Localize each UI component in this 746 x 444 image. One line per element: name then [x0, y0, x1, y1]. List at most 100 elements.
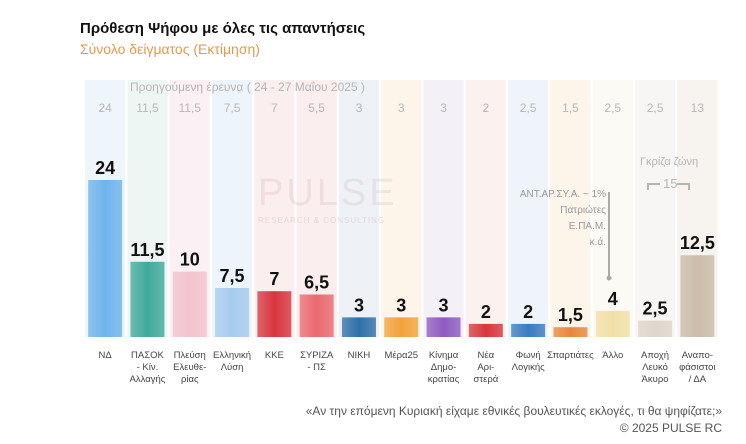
- category-label: Λύση: [221, 362, 244, 373]
- bar: [341, 317, 376, 337]
- previous-value-label: 11,5: [136, 101, 159, 115]
- other-note-dot: [606, 275, 612, 281]
- bar: [511, 323, 546, 337]
- previous-value-label: 3: [398, 101, 405, 115]
- previous-value-label: 13: [691, 101, 705, 115]
- previous-value-label: 11,5: [179, 101, 202, 115]
- value-label: 1,5: [558, 305, 583, 325]
- grey-zone-value: 15: [663, 176, 678, 191]
- bar: [172, 271, 207, 337]
- value-label: 3: [439, 295, 449, 315]
- column-background: [465, 80, 506, 337]
- category-label: ΝΙΚΗ: [348, 350, 371, 361]
- value-label: 10: [180, 250, 200, 270]
- value-label: 4: [608, 289, 618, 309]
- category-label: Δημο-: [431, 362, 457, 373]
- bar: [88, 180, 123, 337]
- copyright: © 2025 PULSE RC: [619, 421, 722, 435]
- column-background: [634, 80, 676, 337]
- value-label: 3: [396, 295, 406, 315]
- value-label: 12,5: [680, 233, 715, 253]
- other-note-line: κ.ά.: [589, 237, 606, 248]
- previous-value-label: 1,5: [562, 101, 579, 115]
- bar: [595, 310, 630, 337]
- bar: [215, 287, 250, 337]
- bar: [638, 320, 673, 337]
- previous-value-label: 2,5: [647, 101, 664, 115]
- value-label: 11,5: [130, 240, 164, 260]
- pulse-watermark-tagline: RESEARCH & CONSULTING: [258, 216, 386, 225]
- bar: [680, 255, 715, 337]
- category-label: / ΔΑ: [689, 374, 707, 385]
- category-label: Πλεύση: [174, 350, 206, 361]
- column-background: [296, 80, 337, 337]
- category-label: ΣΥΡΙΖΑ: [300, 350, 334, 361]
- grey-zone-bracket: [647, 183, 690, 190]
- bar: [553, 327, 588, 337]
- category-label: Ελευθε-: [173, 362, 206, 373]
- previous-value-label: 2,5: [604, 101, 621, 115]
- bar: [130, 261, 165, 337]
- value-label: 2,5: [643, 299, 668, 319]
- category-label: ΠΑΣΟΚ: [131, 350, 164, 361]
- category-label: Φωνή: [516, 350, 541, 361]
- previous-value-label: 3: [356, 101, 363, 115]
- chart-subtitle: Σύνολο δείγματος (Εκτίμηση): [80, 41, 260, 57]
- category-label: φάσιστοι: [679, 362, 716, 373]
- previous-value-label: 2: [483, 101, 490, 115]
- value-label: 7,5: [220, 266, 245, 286]
- previous-value-label: 5,5: [308, 101, 325, 115]
- value-label: 2: [481, 302, 491, 322]
- value-label: 24: [95, 158, 115, 178]
- other-note-line: Πατριώτες: [560, 205, 606, 216]
- column-background: [381, 80, 422, 337]
- category-label: Αλλαγής: [130, 374, 166, 385]
- pulse-watermark: PULSE: [258, 172, 398, 214]
- bar: [468, 323, 503, 337]
- category-label: - Κίν.: [137, 362, 159, 373]
- column-background: [550, 80, 591, 337]
- category-label: ΚΚΕ: [265, 350, 284, 361]
- value-label: 3: [354, 295, 364, 315]
- category-label: Άλλο: [602, 350, 623, 361]
- category-label: Ελληνική: [213, 350, 251, 361]
- category-label: κρατίας: [428, 374, 460, 385]
- category-label: Άκυρο: [642, 374, 669, 385]
- other-note-line: ΑΝΤ.ΑΡ.ΣΥ.Α. ~ 1%: [519, 189, 606, 200]
- column-background: [508, 80, 549, 337]
- previous-value-label: 24: [98, 101, 112, 115]
- previous-value-label: 3: [440, 101, 447, 115]
- category-label: Αρι-: [477, 362, 494, 373]
- category-label: Νέα: [478, 350, 495, 361]
- other-note-line: Ε.ΠΑ.Μ.: [568, 221, 606, 232]
- value-label: 2: [523, 302, 533, 322]
- category-label: Μέρα25: [384, 350, 418, 361]
- previous-value-label: 2,5: [520, 101, 537, 115]
- previous-value-label: 7,5: [224, 101, 241, 115]
- category-label: ΝΔ: [99, 350, 113, 361]
- column-background: [592, 80, 633, 337]
- survey-question: «Αν την επόμενη Κυριακή είχαμε εθνικές β…: [305, 404, 722, 418]
- category-label: - ΠΣ: [307, 362, 326, 373]
- category-label: Αναπο-: [682, 350, 713, 361]
- column-background: [423, 80, 464, 337]
- category-label: Αποχή: [641, 350, 669, 361]
- previous-value-label: 7: [271, 101, 278, 115]
- chart-title: Πρόθεση Ψήφου με όλες τις απαντήσεις: [80, 20, 366, 37]
- bar: [299, 294, 334, 337]
- category-label: Λευκό: [642, 362, 668, 373]
- category-label: Σπαρτιάτες: [547, 350, 594, 361]
- value-label: 7: [269, 269, 279, 289]
- category-label: ρίας: [181, 374, 199, 385]
- column-background: [338, 80, 380, 337]
- category-label: Λογικής: [512, 362, 546, 373]
- previous-survey-label: Προηγούμενη έρευνα ( 24 - 27 Μαΐου 2025 …: [130, 80, 365, 94]
- bar: [426, 317, 461, 337]
- bar: [384, 317, 419, 337]
- category-label: στερά: [473, 374, 498, 385]
- grey-zone-label: Γκρίζα ζώνη: [640, 156, 699, 168]
- bar: [257, 291, 292, 337]
- value-label: 6,5: [304, 272, 329, 292]
